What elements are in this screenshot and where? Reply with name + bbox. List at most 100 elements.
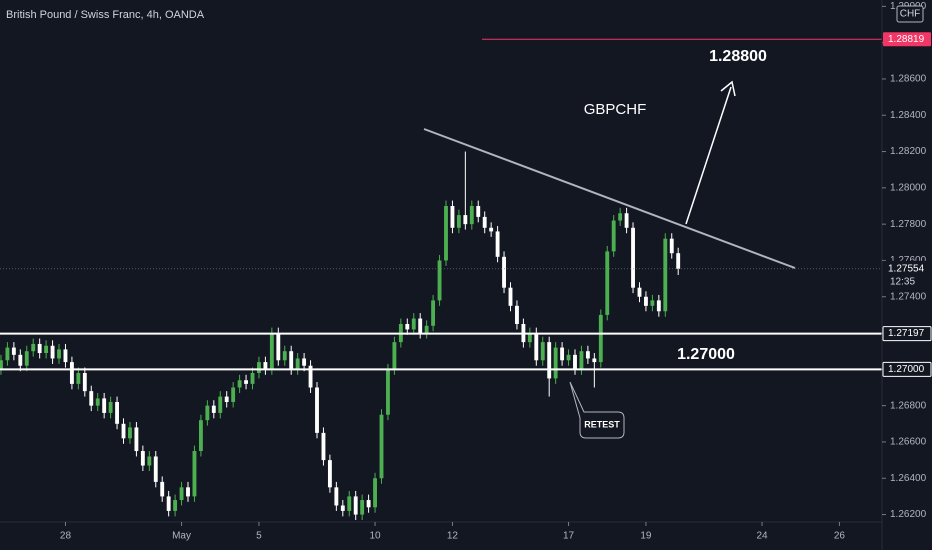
candle-body: [82, 372, 87, 392]
candle-body: [347, 496, 352, 511]
candle-body: [0, 360, 3, 370]
candle-body: [57, 349, 61, 359]
candle-body: [95, 398, 100, 406]
candle-body: [63, 349, 68, 363]
level-label-box: [882, 361, 932, 377]
candle-body: [456, 215, 461, 228]
candle-body: [218, 396, 223, 413]
candle-body: [18, 354, 23, 366]
x-tick-label: May: [172, 531, 191, 542]
x-tick-label: 19: [640, 531, 652, 542]
candle-body: [579, 351, 584, 370]
candle-body: [353, 496, 358, 515]
candle-body: [321, 432, 326, 461]
candle-body: [663, 238, 668, 312]
candle-body: [250, 372, 255, 384]
candle-body: [108, 402, 113, 413]
candle-body: [482, 216, 487, 228]
annotation: GBPCHF: [584, 101, 647, 118]
candle-body: [308, 365, 313, 388]
candle-body: [650, 300, 655, 306]
trend-line: [423, 128, 796, 269]
candle-body: [205, 405, 210, 421]
candle-body: [411, 318, 416, 330]
candle-body: [450, 206, 455, 228]
candle-body: [392, 342, 397, 370]
candle-body: [463, 215, 468, 225]
candle-body: [269, 333, 274, 370]
candle-body: [211, 405, 216, 413]
candle-body: [147, 456, 152, 466]
candle-body: [44, 345, 49, 354]
candle-body: [540, 342, 545, 361]
annotation: 1.27000: [677, 346, 735, 363]
candle-body: [121, 423, 126, 439]
y-tick-label: 1.27400: [890, 291, 927, 302]
candle-body: [573, 354, 577, 370]
candle-body: [598, 314, 603, 363]
level-label: 1.28819: [888, 34, 925, 45]
candle-body: [547, 342, 552, 379]
current-price-box: [883, 260, 931, 291]
y-tick-label: 1.27600: [890, 255, 927, 266]
candle-body: [237, 380, 242, 388]
y-tick-label: 1.28000: [890, 182, 927, 193]
candle-body: [224, 396, 229, 403]
candle-body: [379, 414, 384, 479]
candle-body: [295, 358, 300, 370]
candle-body: [140, 451, 145, 466]
candle-body: [508, 287, 513, 306]
annotation: RETEST: [584, 419, 620, 429]
candle-body: [605, 251, 610, 315]
candle-body: [585, 351, 590, 359]
candle-body: [418, 318, 423, 334]
candle-body: [5, 347, 10, 361]
x-tick-label: 26: [834, 531, 846, 542]
candle-body: [669, 238, 674, 254]
candle-body: [676, 253, 681, 269]
candle-body: [134, 427, 139, 452]
candle-body: [373, 478, 377, 508]
candle-body: [24, 351, 29, 366]
countdown: 12:35: [890, 276, 915, 287]
candle-body: [50, 345, 55, 359]
y-tick-label: 1.26600: [890, 437, 927, 448]
candle-body: [611, 220, 616, 252]
candle-body: [527, 333, 532, 343]
candle-body: [424, 325, 429, 334]
candle-body: [315, 387, 319, 433]
candle-body: [476, 206, 481, 217]
candle-body: [637, 287, 642, 297]
y-tick-label: 1.28600: [890, 74, 927, 85]
x-tick-label: 5: [256, 531, 262, 542]
x-tick-label: 28: [60, 531, 72, 542]
candle-body: [656, 300, 661, 312]
candle-body: [11, 347, 16, 355]
candle-body: [192, 451, 197, 497]
candle-body: [624, 213, 629, 228]
candle-body: [560, 347, 565, 361]
candle-body: [327, 460, 332, 488]
y-tick-label: 1.27800: [890, 219, 927, 230]
candle-body: [334, 487, 339, 506]
currency-box: [896, 5, 924, 23]
candle-body: [128, 427, 132, 439]
candle-body: [166, 496, 171, 511]
candle-body: [386, 369, 390, 415]
y-tick-label: 1.28200: [890, 146, 927, 157]
currency: CHF: [900, 9, 921, 20]
candle-body: [631, 227, 635, 288]
candle-body: [198, 420, 203, 452]
arrow-shaft: [685, 86, 732, 225]
candle-body: [263, 362, 268, 370]
candle-body: [495, 231, 500, 257]
candle-body: [405, 323, 410, 330]
candle-body: [515, 305, 519, 324]
level-label: 1.27000: [888, 364, 925, 375]
level-label-box: [883, 32, 931, 47]
candle-body: [437, 260, 442, 301]
candle-body: [186, 487, 190, 497]
candle-body: [173, 500, 178, 511]
level-label: 1.27197: [888, 328, 925, 339]
